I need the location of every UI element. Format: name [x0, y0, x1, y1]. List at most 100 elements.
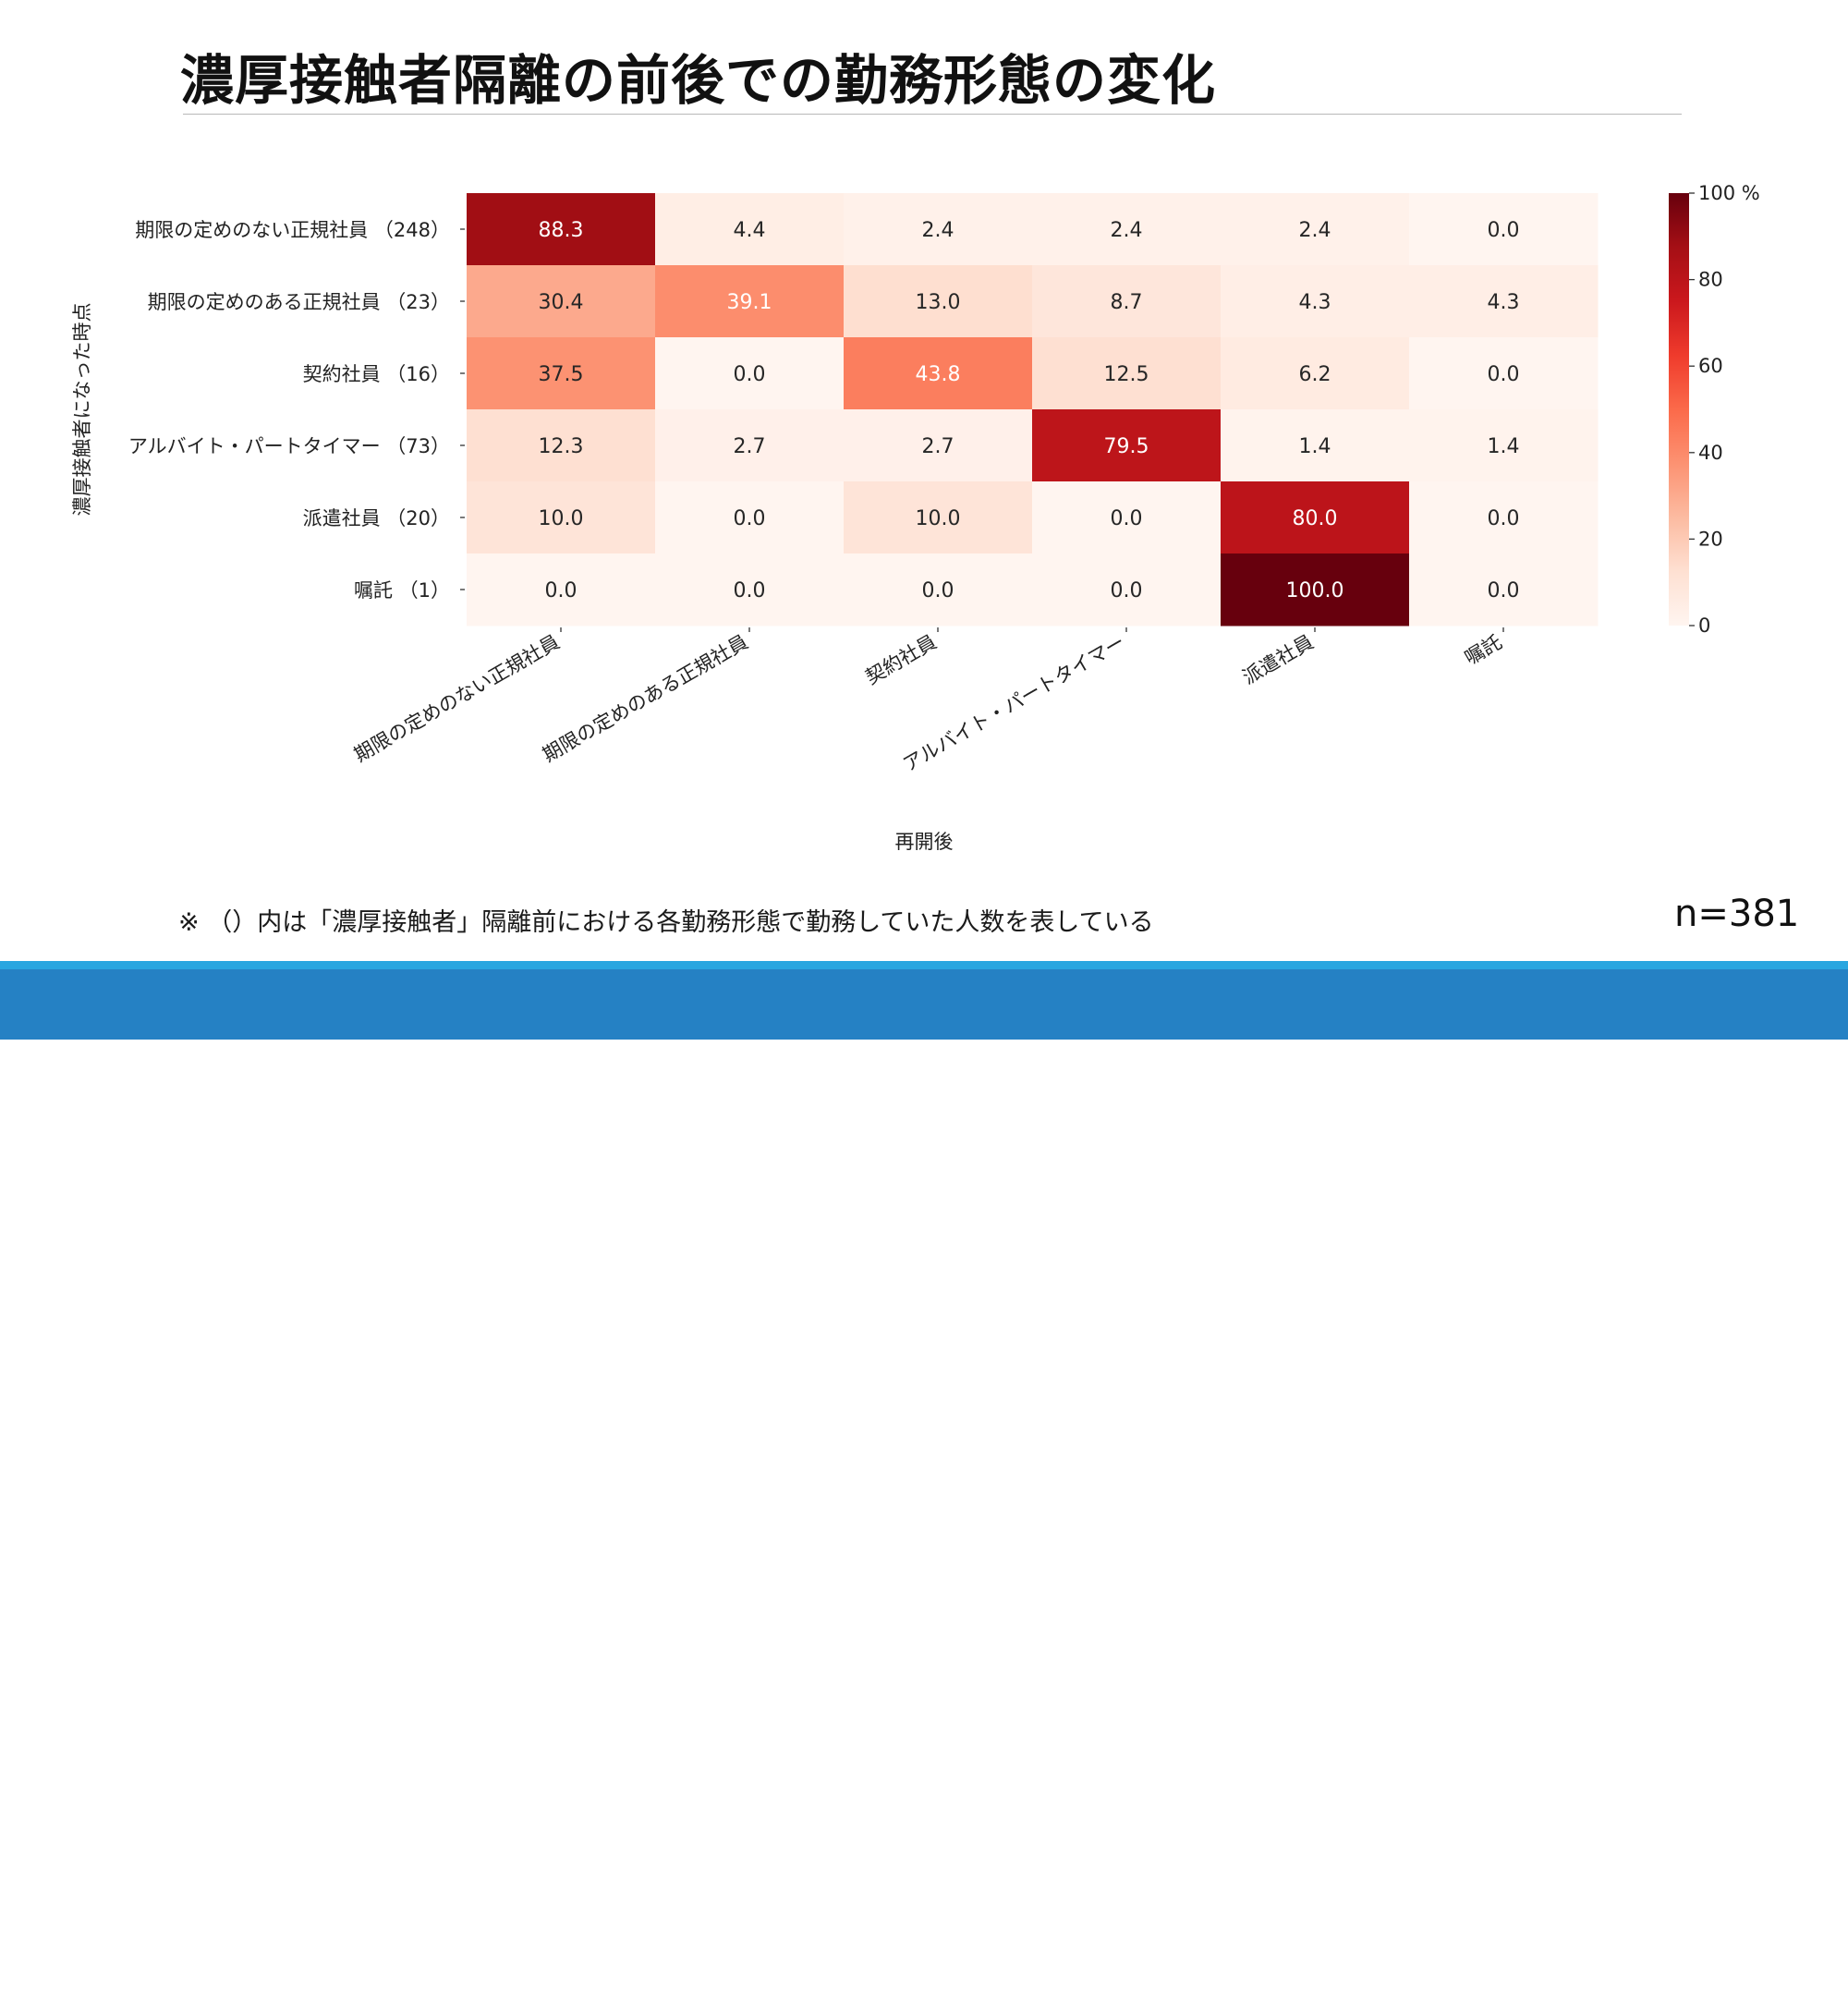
sample-size: n=381 — [1674, 893, 1800, 935]
heatmap-cell — [1221, 409, 1410, 482]
y-tick-label: 期限の定めのある正規社員 （23） — [148, 291, 450, 313]
heatmap-cell — [844, 481, 1033, 554]
cell-value-label: 88.3 — [539, 219, 584, 242]
cell-value-label: 2.4 — [922, 219, 954, 242]
cell-value-label: 2.7 — [922, 435, 954, 458]
x-axis-title: 再開後 — [895, 831, 954, 853]
cell-value-label: 4.4 — [734, 219, 766, 242]
cell-value-label: 0.0 — [1488, 579, 1520, 602]
heatmap-cell — [467, 337, 656, 410]
y-tick-label: 嘱託 （1） — [354, 579, 450, 602]
cell-value-label: 2.4 — [1299, 219, 1331, 242]
title-divider — [183, 114, 1682, 115]
heatmap-cell — [467, 409, 656, 482]
cell-value-label: 1.4 — [1488, 435, 1520, 458]
heatmap-cell — [467, 193, 656, 266]
heatmap-cell — [655, 193, 845, 266]
cell-value-label: 0.0 — [922, 579, 954, 602]
heatmap-cell — [1409, 265, 1599, 338]
heatmap-cell — [655, 337, 845, 410]
colorbar-tick-label: 0 — [1698, 614, 1710, 637]
heatmap-cell — [1032, 553, 1222, 626]
heatmap-cell — [1409, 409, 1599, 482]
y-tick-label: 契約社員 （16） — [303, 363, 450, 385]
cell-value-label: 0.0 — [1488, 507, 1520, 530]
heatmap-cell — [1409, 553, 1599, 626]
cell-value-label: 80.0 — [1293, 507, 1338, 530]
y-tick-label: 派遣社員 （20） — [303, 507, 450, 529]
heatmap-cell — [467, 553, 656, 626]
slide-title: 濃厚接触者隔離の前後での勤務形態の変化 — [180, 49, 1217, 112]
cell-value-label: 12.3 — [539, 435, 584, 458]
heatmap-cell — [1032, 193, 1222, 266]
cell-value-label: 4.3 — [1488, 291, 1520, 314]
y-tick-label: アルバイト・パートタイマー （73） — [128, 435, 450, 457]
cell-value-label: 0.0 — [1111, 579, 1143, 602]
heatmap-cell — [467, 265, 656, 338]
cell-value-label: 100.0 — [1286, 579, 1344, 602]
cell-value-label: 43.8 — [916, 363, 961, 386]
cell-value-label: 0.0 — [1488, 363, 1520, 386]
heatmap-cell — [1221, 193, 1410, 266]
cell-value-label: 0.0 — [1111, 507, 1143, 530]
heatmap-cell — [1032, 481, 1222, 554]
heatmap-cell — [844, 553, 1033, 626]
x-tick-label: 期限の定めのない正規社員 — [350, 631, 563, 767]
y-tick-label: 期限の定めのない正規社員 （248） — [135, 219, 450, 241]
cell-value-label: 30.4 — [539, 291, 584, 314]
cell-value-label: 79.5 — [1104, 435, 1149, 458]
heatmap-cell — [1032, 265, 1222, 338]
cell-value-label: 0.0 — [1488, 219, 1520, 242]
heatmap-cell — [844, 337, 1033, 410]
y-axis-title: 濃厚接触者になった時点 — [71, 303, 93, 517]
heatmap-cell — [844, 193, 1033, 266]
cell-value-label: 0.0 — [734, 507, 766, 530]
cell-value-label: 6.2 — [1299, 363, 1331, 386]
heatmap-cell — [1409, 337, 1599, 410]
heatmap-cell — [1221, 265, 1410, 338]
heatmap-cell — [1221, 481, 1410, 554]
heatmap-cell — [467, 481, 656, 554]
colorbar — [1669, 193, 1689, 626]
cell-value-label: 4.3 — [1299, 291, 1331, 314]
cell-value-label: 10.0 — [539, 507, 584, 530]
footer-stripe — [0, 961, 1848, 969]
heatmap-cell — [1409, 481, 1599, 554]
cell-value-label: 8.7 — [1111, 291, 1143, 314]
heatmap-cell — [1032, 409, 1222, 482]
colorbar-tick-label: 20 — [1698, 528, 1723, 550]
footnote: ※ （）内は「濃厚接触者」隔離前における各勤務形態で勤務していた人数を表している — [178, 908, 1154, 937]
heatmap-cell — [655, 409, 845, 482]
page-number: 35 — [1639, 1958, 1684, 1995]
heatmap-chart: 88.3 4.4 2.4 2.4 2.4 0.0 30.4 39.1 13.0 8.7 4.3 4.3… — [71, 182, 1760, 853]
heatmap-cell — [1409, 193, 1599, 266]
colorbar-tick-label: 60 — [1698, 355, 1723, 377]
heatmap-cell — [844, 265, 1033, 338]
colorbar-tick-label: 80 — [1698, 269, 1723, 291]
cell-value-label: 10.0 — [916, 507, 961, 530]
cell-value-label: 0.0 — [734, 363, 766, 386]
heatmap-cell — [655, 553, 845, 626]
x-tick-label: 期限の定めのある正規社員 — [539, 631, 751, 767]
x-tick-label: 嘱託 — [1461, 631, 1505, 670]
colorbar-tick-label: 100 % — [1698, 182, 1760, 204]
cell-value-label: 1.4 — [1299, 435, 1331, 458]
x-tick-label: 契約社員 — [862, 631, 941, 689]
cell-value-label: 13.0 — [916, 291, 961, 314]
heatmap-cell — [1221, 553, 1410, 626]
cell-value-label: 2.7 — [734, 435, 766, 458]
cell-value-label: 39.1 — [727, 291, 772, 314]
heatmap-cell — [655, 265, 845, 338]
cell-value-label: 12.5 — [1104, 363, 1149, 386]
cell-value-label: 0.0 — [734, 579, 766, 602]
cell-value-label: 0.0 — [545, 579, 578, 602]
cell-value-label: 2.4 — [1111, 219, 1143, 242]
colorbar-tick-label: 40 — [1698, 442, 1723, 464]
heatmap-cell — [1221, 337, 1410, 410]
cell-value-label: 37.5 — [539, 363, 584, 386]
heatmap-cell — [1032, 337, 1222, 410]
heatmap-cell — [655, 481, 845, 554]
footer-bar: 35 — [0, 969, 1848, 1995]
heatmap-cell — [844, 409, 1033, 482]
x-tick-label: 派遣社員 — [1239, 631, 1318, 689]
